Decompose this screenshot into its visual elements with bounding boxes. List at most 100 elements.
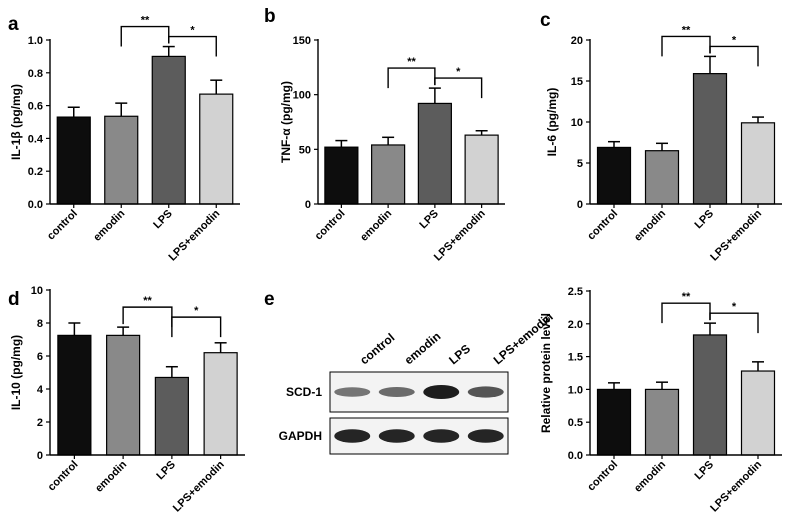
bar-LPS+emodin <box>203 352 238 456</box>
bar-emodin <box>644 388 680 456</box>
y-tick-label: 10 <box>571 117 583 129</box>
y-tick-label: 4 <box>37 384 44 396</box>
significance-label: ** <box>141 15 150 27</box>
blot-band <box>334 387 371 397</box>
panel-a: a 0.0 0.2 0.4 0.6 0.8 1.0 control emodin LPSLPS+e… <box>8 14 240 263</box>
x-tick-label: LPS+emodin <box>708 458 764 514</box>
y-tick-label: 0.6 <box>28 101 43 113</box>
x-tick-label: LPS+emodin <box>167 207 223 263</box>
bar-LPS+emodin <box>199 93 234 205</box>
x-tick-label: emodin <box>91 207 127 243</box>
y-axis-label: TNF-α (pg/mg) <box>279 81 293 163</box>
bar-emodin <box>104 115 139 205</box>
x-tick-label: emodin <box>632 458 668 494</box>
blot-band <box>467 429 504 443</box>
x-tick-label: control <box>45 208 80 243</box>
x-tick-label: control <box>46 459 81 494</box>
significance-bracket <box>434 77 483 99</box>
blot-lane-label: control <box>357 330 397 367</box>
blot-lane-label: LPS <box>446 342 473 368</box>
y-axis-label: IL-6 (pg/mg) <box>545 88 559 157</box>
panel-letter: d <box>8 289 20 310</box>
y-tick-label: 0.0 <box>568 450 583 462</box>
y-tick-label: 0.0 <box>28 199 43 211</box>
significance-label: * <box>732 34 737 46</box>
bar-LPS <box>692 334 728 456</box>
y-tick-label: 0 <box>577 199 583 211</box>
y-tick-label: 0.5 <box>568 417 583 429</box>
x-tick-label: LPS+emodin <box>708 207 764 263</box>
significance-label: * <box>456 66 461 78</box>
bar-LPS <box>692 73 728 205</box>
blot-band <box>378 387 415 397</box>
y-tick-label: 0.4 <box>28 133 44 145</box>
bar-LPS+emodin <box>740 122 776 205</box>
y-axis-label: Relative protein level <box>539 313 553 433</box>
bar-control <box>596 388 632 456</box>
y-tick-label: 0.8 <box>28 68 43 80</box>
y-tick-label: 2.0 <box>568 319 583 331</box>
bar-control <box>56 116 91 205</box>
x-tick-label: control <box>585 459 620 494</box>
bar-control <box>324 146 359 205</box>
blot-band <box>334 429 371 443</box>
y-tick-label: 50 <box>299 144 311 156</box>
x-tick-label: emodin <box>93 458 129 494</box>
significance-label: ** <box>682 291 691 303</box>
bar-LPS <box>417 102 452 205</box>
x-tick-label: control <box>313 208 348 243</box>
significance-bracket <box>387 67 436 89</box>
y-tick-label: 6 <box>37 351 43 363</box>
y-tick-label: 20 <box>571 35 583 47</box>
significance-bracket <box>709 312 759 334</box>
significance-bracket <box>171 316 222 338</box>
bar-LPS <box>154 376 189 456</box>
blot-row-label: SCD-1 <box>286 385 322 399</box>
significance-label: ** <box>407 56 416 68</box>
significance-bracket <box>661 302 711 324</box>
y-tick-label: 1.0 <box>568 384 583 396</box>
panel-letter: a <box>8 14 19 35</box>
significance-bracket <box>168 35 217 57</box>
x-tick-label: LPS <box>692 208 716 232</box>
y-tick-label: 8 <box>37 318 43 330</box>
x-tick-label: LPS <box>154 459 178 483</box>
bar-control <box>57 334 92 456</box>
significance-bracket <box>661 35 711 57</box>
y-tick-label: 0 <box>37 450 43 462</box>
x-tick-label: emodin <box>358 207 394 243</box>
significance-label: ** <box>143 295 152 307</box>
x-tick-label: LPS <box>692 459 716 483</box>
bar-emodin <box>644 150 680 205</box>
x-tick-label: LPS <box>151 208 175 232</box>
blot-row-label: GAPDH <box>279 429 322 443</box>
bar-LPS+emodin <box>740 370 776 456</box>
panel-letter: c <box>540 10 551 31</box>
significance-bracket <box>122 306 173 328</box>
x-tick-label: control <box>585 208 620 243</box>
y-axis-label: IL-10 (pg/mg) <box>9 335 23 410</box>
y-tick-label: 10 <box>31 285 43 297</box>
y-tick-label: 2.5 <box>568 286 583 298</box>
significance-label: * <box>732 301 737 313</box>
significance-label: * <box>190 25 195 37</box>
bar-LPS+emodin <box>464 134 499 205</box>
y-tick-label: 100 <box>293 90 311 102</box>
panel-letter: e <box>264 289 275 310</box>
bar-control <box>596 146 632 205</box>
blot-band <box>423 385 460 399</box>
blot-band <box>423 429 460 443</box>
panel-letter: b <box>264 6 276 27</box>
y-axis-label: IL-1β (pg/mg) <box>9 84 23 160</box>
significance-label: ** <box>682 24 691 36</box>
y-tick-label: 1.5 <box>568 352 583 364</box>
x-tick-label: LPS <box>417 208 441 232</box>
bar-emodin <box>371 144 406 205</box>
x-tick-label: LPS+emodin <box>171 458 227 514</box>
y-tick-label: 15 <box>571 76 583 88</box>
y-tick-label: 0 <box>305 199 311 211</box>
